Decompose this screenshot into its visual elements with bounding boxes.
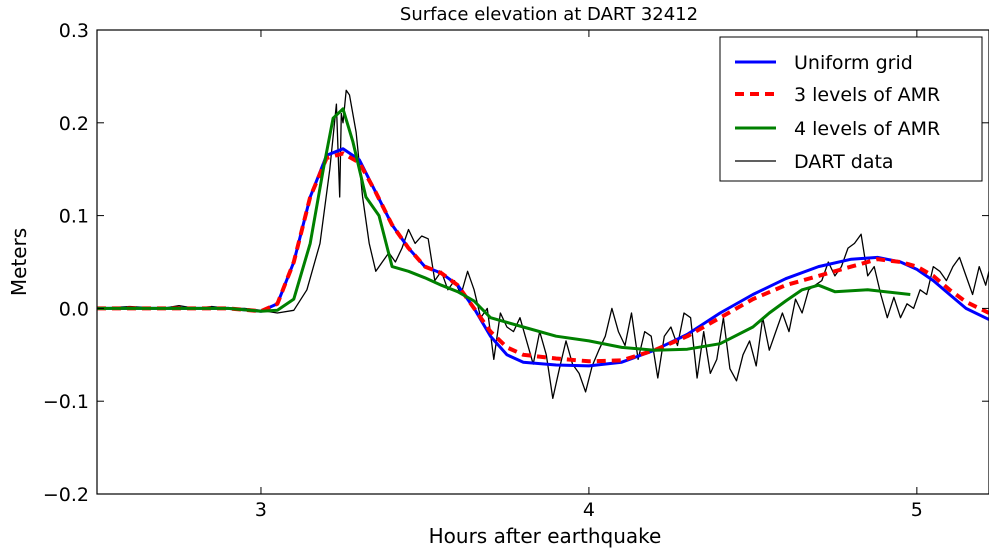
chart-title: Surface elevation at DART 32412 (400, 4, 698, 25)
legend-label-3-levels-amr: 3 levels of AMR (794, 84, 940, 106)
series-layer (97, 89, 989, 400)
y-tick-label: −0.2 (43, 484, 89, 506)
series-dart-data (97, 89, 989, 400)
y-tick-label: 0.2 (59, 113, 89, 135)
y-axis-label: Meters (7, 228, 31, 296)
legend-label-4-levels-amr: 4 levels of AMR (794, 118, 940, 140)
ticks-layer: 3 4 5 −0.2 −0.1 0.0 0.1 0.2 0.3 (43, 20, 989, 521)
y-tick-label: 0.0 (59, 298, 89, 320)
x-tick-label: 4 (583, 499, 595, 521)
x-tick-label: 3 (255, 499, 267, 521)
x-tick-label: 5 (911, 499, 923, 521)
series-4-levels-amr (97, 107, 911, 352)
legend-label-dart-data: DART data (794, 151, 894, 173)
legend: Uniform grid 3 levels of AMR 4 levels of… (719, 36, 983, 182)
y-tick-label: −0.1 (43, 391, 89, 413)
y-tick-label: 0.1 (59, 206, 89, 228)
legend-label-uniform-grid: Uniform grid (794, 52, 913, 74)
series-3-levels-amr (97, 151, 989, 364)
plot-frame (96, 29, 989, 495)
x-axis-label: Hours after earthquake (429, 524, 662, 548)
y-tick-label: 0.3 (59, 20, 89, 42)
